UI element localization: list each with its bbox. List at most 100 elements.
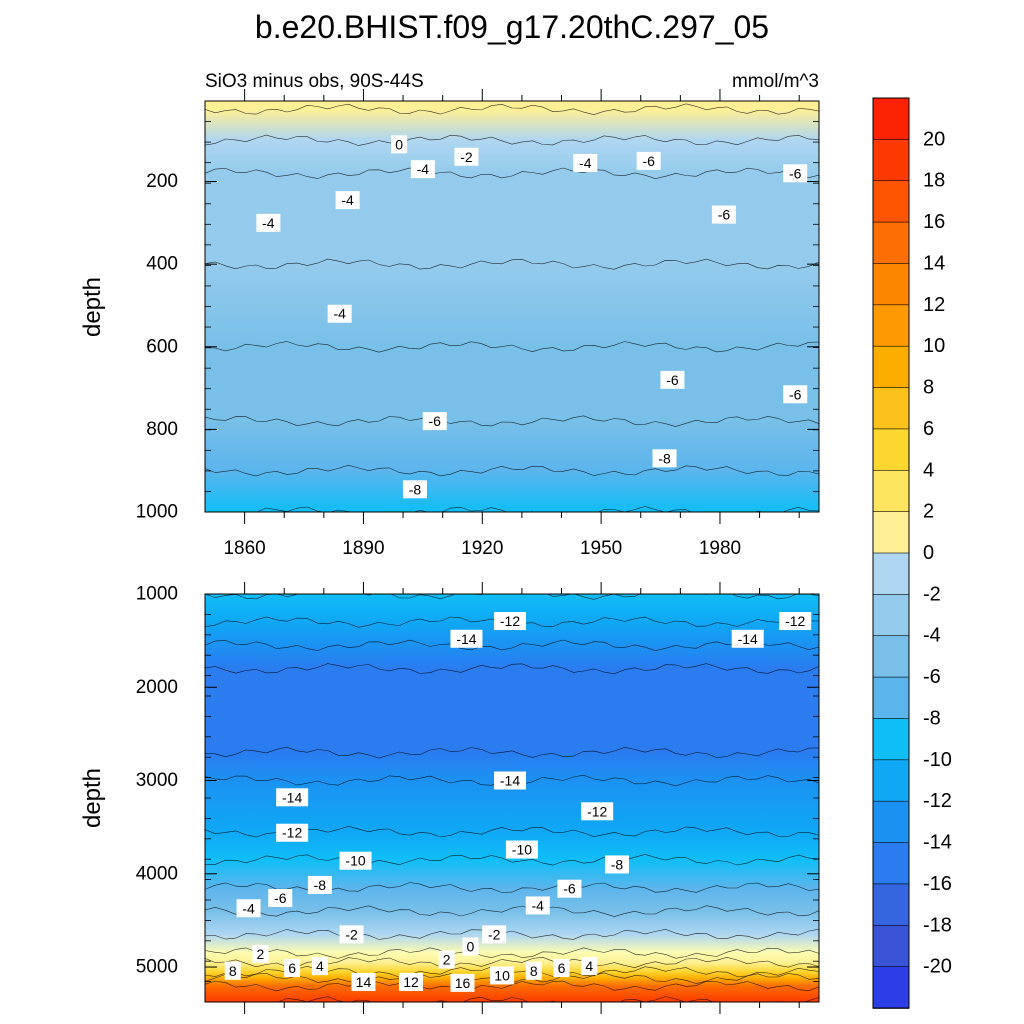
svg-text:-6: -6 <box>563 881 576 897</box>
contour-label: -4 <box>327 304 352 323</box>
units-label: mmol/m^3 <box>732 71 819 92</box>
contour-label: -8 <box>307 875 332 894</box>
contour-label: 0 <box>462 937 479 956</box>
svg-text:2: 2 <box>257 946 265 962</box>
svg-text:-4: -4 <box>333 306 346 322</box>
contour-label: -2 <box>454 147 479 166</box>
colorbar-label: 12 <box>923 294 945 316</box>
contour-label: 4 <box>581 957 598 976</box>
svg-text:8: 8 <box>229 963 237 979</box>
y-tick-label: 5000 <box>136 957 178 978</box>
contour-label: -14 <box>276 788 309 807</box>
x-tick-label: 1980 <box>699 538 741 559</box>
contour-label: -10 <box>339 851 372 870</box>
colorbar-bin <box>872 676 910 720</box>
upper-panel: 0 -2 -4 -4 -6 -6 -4 -4 -6 -4 -6 -6 -6 -8 -8 200 400 600 8… <box>79 89 820 559</box>
y-tick-label: 600 <box>146 336 178 357</box>
svg-text:-2: -2 <box>488 926 501 942</box>
svg-text:-12: -12 <box>785 613 805 629</box>
colorbar-bin <box>872 842 910 885</box>
y-tick-label: 1000 <box>136 584 178 605</box>
contour-line <box>205 258 819 270</box>
contour-line <box>205 639 819 652</box>
x-tick-label: 1890 <box>342 538 384 559</box>
contour-line <box>255 506 819 512</box>
contour-label: -12 <box>494 612 527 631</box>
colorbar: 20181614121086420-2-4-6-8-10-12-14-16-18… <box>872 97 952 1009</box>
svg-text:0: 0 <box>395 136 403 152</box>
contour-label: -14 <box>494 771 527 790</box>
contour-label: -12 <box>581 802 614 821</box>
contour-label: -10 <box>505 840 538 859</box>
contour-label: -6 <box>636 151 661 170</box>
contour-line <box>205 103 819 116</box>
contour-line <box>205 341 819 353</box>
svg-text:-4: -4 <box>417 161 430 177</box>
contour-label: 8 <box>224 961 241 980</box>
contour-label: -6 <box>557 879 582 898</box>
contour-label: -14 <box>731 629 764 648</box>
y-tick-label: 200 <box>146 171 178 192</box>
contour-label: 12 <box>398 972 423 991</box>
svg-text:4: 4 <box>316 958 324 974</box>
svg-text:-14: -14 <box>500 773 520 789</box>
svg-text:-6: -6 <box>274 890 287 906</box>
contour-label: 16 <box>450 973 475 992</box>
svg-text:-2: -2 <box>345 926 358 942</box>
svg-text:-4: -4 <box>579 155 592 171</box>
svg-text:-4: -4 <box>341 192 354 208</box>
contour-label: -8 <box>604 855 629 874</box>
svg-text:-6: -6 <box>789 386 802 402</box>
colorbar-label: 16 <box>923 211 945 233</box>
svg-text:-4: -4 <box>532 897 545 913</box>
svg-text:-12: -12 <box>500 613 520 629</box>
contour-label: -6 <box>711 205 736 224</box>
svg-text:2: 2 <box>443 952 451 968</box>
svg-text:-4: -4 <box>262 215 275 231</box>
colorbar-bin <box>872 221 910 265</box>
svg-text:-10: -10 <box>345 853 365 869</box>
svg-text:-6: -6 <box>642 153 655 169</box>
contour-label: -2 <box>339 925 364 944</box>
svg-text:-12: -12 <box>282 825 302 841</box>
contour-label: 2 <box>252 944 269 963</box>
contour-label: -4 <box>410 160 435 179</box>
svg-text:8: 8 <box>530 963 538 979</box>
x-tick-label: 1860 <box>223 538 265 559</box>
colorbar-label: -10 <box>923 749 952 771</box>
upper-axes: 200 400 600 800 1000 1860 1890 1920 1950 1980 <box>136 89 819 559</box>
colorbar-label: 10 <box>923 335 945 357</box>
colorbar-label: -2 <box>923 583 941 605</box>
contour-label: -4 <box>335 191 360 210</box>
contour-line <box>205 905 819 917</box>
contour-label: -6 <box>268 889 293 908</box>
contour-label: -6 <box>660 370 685 389</box>
contour-label: 0 <box>391 135 408 154</box>
contour-label: -4 <box>573 153 598 172</box>
svg-text:-8: -8 <box>658 450 671 466</box>
svg-text:-8: -8 <box>314 877 327 893</box>
contour-label: 8 <box>525 961 542 980</box>
svg-text:6: 6 <box>288 960 296 976</box>
lower-axes: 1000 2000 3000 4000 5000 <box>136 582 819 1014</box>
colorbar-bin <box>872 594 910 637</box>
colorbar-frame <box>872 97 910 1009</box>
colorbar-bin <box>872 345 910 389</box>
colorbar-bin <box>872 387 910 430</box>
contour-label: 2 <box>438 950 455 969</box>
contour-line <box>205 979 819 992</box>
svg-text:16: 16 <box>455 975 471 991</box>
colorbar-bin <box>872 469 910 513</box>
svg-text:10: 10 <box>494 967 510 983</box>
upper-heatmap <box>205 101 819 512</box>
contour-label: 6 <box>284 958 301 977</box>
colorbar-bin <box>872 180 910 223</box>
colorbar-label: -4 <box>923 625 941 647</box>
colorbar-bin <box>872 139 910 182</box>
contour-line <box>205 167 819 180</box>
colorbar-label: 2 <box>923 501 934 523</box>
colorbar-label: 4 <box>923 459 934 481</box>
colorbar-label: 14 <box>923 252 945 274</box>
colorbar-label: -6 <box>923 666 941 688</box>
